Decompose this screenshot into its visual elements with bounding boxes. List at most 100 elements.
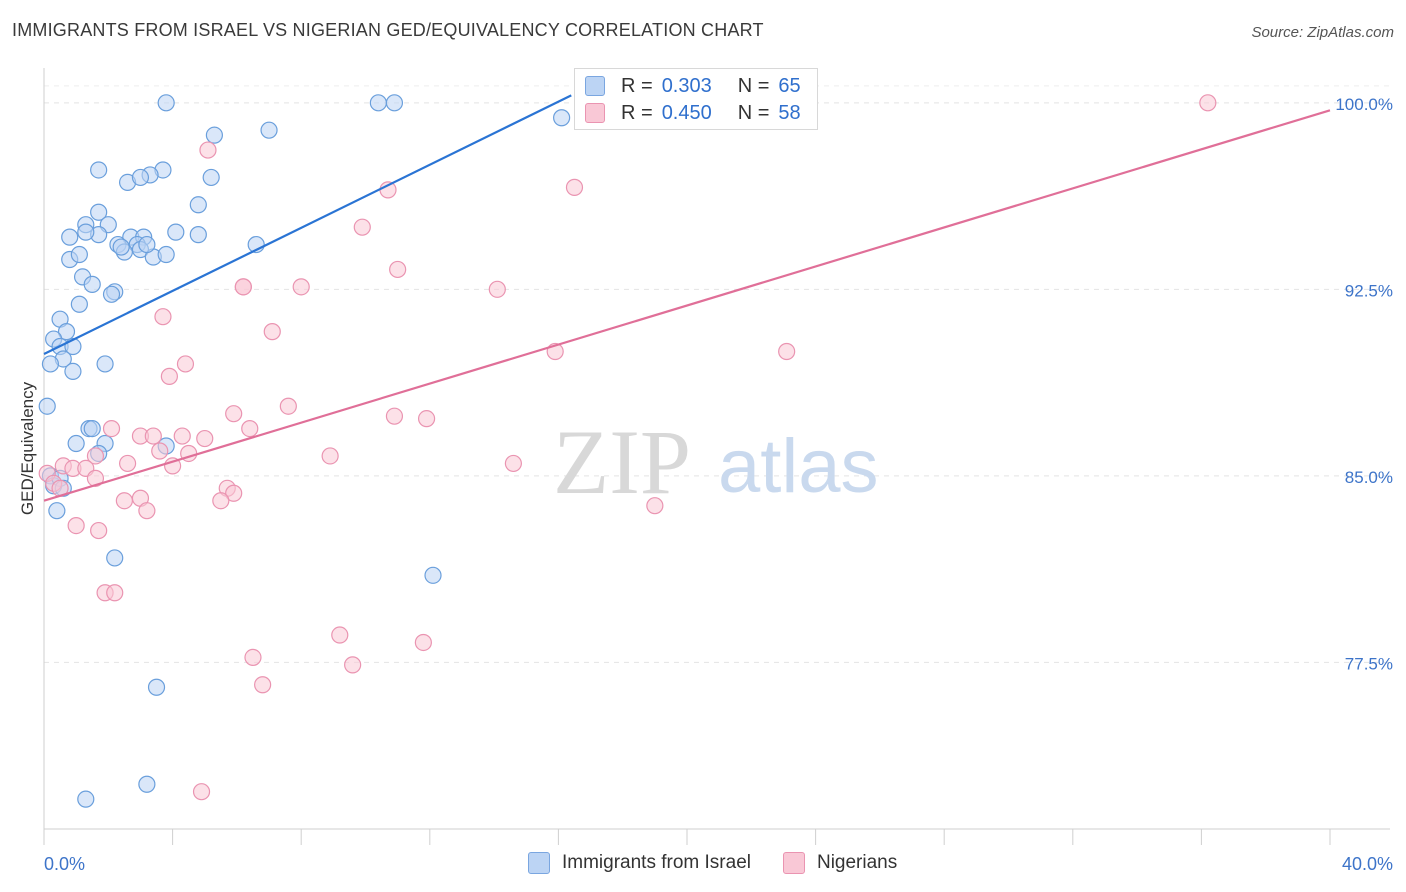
israel-point <box>167 223 185 241</box>
israel-point <box>48 502 66 520</box>
legend-item-nigerians[interactable]: Nigerians <box>782 852 898 874</box>
israel-point <box>385 94 404 112</box>
nigerian-point <box>154 308 172 326</box>
legend-item-israel[interactable]: Immigrants from Israel <box>528 852 751 874</box>
nigerian-point <box>173 427 191 445</box>
legend-n-value-nigerians: 58 <box>778 101 801 124</box>
nigerian-point <box>90 521 108 540</box>
nigerian-point <box>241 420 259 438</box>
israel-point <box>90 161 108 179</box>
israel-point <box>157 94 175 112</box>
nigerian-point <box>344 656 362 674</box>
grid-layer <box>44 85 1390 663</box>
nigerian-point <box>176 355 195 373</box>
watermark-atlas: atlas <box>718 424 879 509</box>
israel-point <box>106 549 124 567</box>
israel-point <box>70 295 88 313</box>
nigerian-point <box>254 676 272 694</box>
nigerian-point <box>102 420 121 438</box>
nigerian-point <box>196 429 214 448</box>
y-tick-label: 77.5% <box>1345 654 1393 673</box>
nigerian-point <box>118 454 137 473</box>
legend-swatch-nigerians <box>585 103 605 123</box>
nigerian-point <box>385 407 404 425</box>
israel-point <box>102 285 121 303</box>
nigerian-point <box>115 492 133 510</box>
israel-point <box>189 196 207 214</box>
israel-point <box>147 678 166 696</box>
nigerian-point <box>151 442 169 460</box>
source-label: Source: ZipAtlas.com <box>1251 24 1394 41</box>
nigerian-point <box>292 278 310 296</box>
israel-point <box>138 775 156 793</box>
israel-point <box>67 434 85 453</box>
axis-layer <box>43 68 1390 845</box>
nigerian-point <box>160 367 178 385</box>
nigerian-point <box>321 447 339 465</box>
nigerian-point <box>138 502 156 520</box>
x-tick-label-min: 0.0% <box>44 854 85 874</box>
legend-row-nigerians: R = 0.450 N = 58 <box>585 101 801 125</box>
nigerian-point <box>225 484 243 502</box>
legend-n-value-israel: 65 <box>778 74 801 97</box>
nigerian-point <box>389 260 407 279</box>
nigerian-point <box>1199 94 1217 112</box>
nigerian-point <box>488 280 506 298</box>
legend-n-label: N = <box>737 74 770 97</box>
nigerian-point <box>646 497 664 515</box>
israel-point <box>369 94 387 112</box>
israel-point <box>64 362 82 381</box>
israel-point <box>112 238 130 256</box>
nigerian-point <box>199 141 217 159</box>
israel-point <box>57 323 76 341</box>
legend-label-nigerians: Nigerians <box>816 852 898 873</box>
nigerian-point <box>192 783 211 801</box>
nigerian-point <box>279 397 297 415</box>
legend-label-israel: Immigrants from Israel <box>562 852 751 873</box>
nigerian-point <box>67 516 85 535</box>
nigerian-point <box>86 447 105 465</box>
nigerian-point <box>244 648 262 667</box>
israel-point <box>77 223 95 241</box>
series-legend: Immigrants from Israel Nigerians <box>528 852 929 874</box>
y-tick-label: 92.5% <box>1345 281 1393 300</box>
legend-swatch-nigerians <box>782 852 805 874</box>
israel-point <box>202 168 220 187</box>
y-tick-label: 100.0% <box>1335 95 1393 114</box>
israel-point <box>424 566 442 584</box>
nigerian-trend-line <box>43 109 1331 502</box>
nigerian-point <box>504 454 522 473</box>
nigerian-point <box>225 405 243 423</box>
legend-row-israel: R = 0.303 N = 65 <box>585 74 801 98</box>
nigerian-point <box>106 584 124 602</box>
legend-swatch-israel <box>528 852 550 874</box>
nigerian-point <box>212 492 230 510</box>
nigerian-point <box>234 278 252 296</box>
legend-r-value-nigerians: 0.450 <box>661 101 712 124</box>
nigerian-point <box>144 427 162 445</box>
y-tick-label: 85.0% <box>1345 468 1393 487</box>
israel-point <box>260 121 278 139</box>
nigerian-point <box>86 469 105 487</box>
nigerian-point <box>417 410 436 428</box>
israel-point <box>131 168 150 187</box>
israel-point <box>38 397 56 415</box>
nigerian-point <box>565 178 584 196</box>
nigerian-point <box>778 342 796 361</box>
israel-point <box>77 790 95 808</box>
y-axis-label: GED/Equivalency <box>18 381 37 515</box>
legend-r-value-israel: 0.303 <box>661 74 712 97</box>
israel-point <box>157 245 175 264</box>
nigerian-point <box>353 218 371 236</box>
trend-layer <box>43 94 1331 502</box>
watermark-zip: ZIP <box>553 411 691 513</box>
stats-legend: R = 0.303 N = 65 R = 0.450 N = 58 <box>574 68 818 130</box>
israel-point <box>70 245 88 264</box>
israel-point <box>83 420 101 438</box>
israel-point <box>61 228 79 246</box>
legend-swatch-israel <box>585 76 605 96</box>
israel-point <box>553 109 571 127</box>
nigerian-point <box>331 626 349 644</box>
label-layer: 77.5% 85.0% 92.5% 100.0% 0.0% 40.0% GED/Equiva… <box>18 95 1393 874</box>
